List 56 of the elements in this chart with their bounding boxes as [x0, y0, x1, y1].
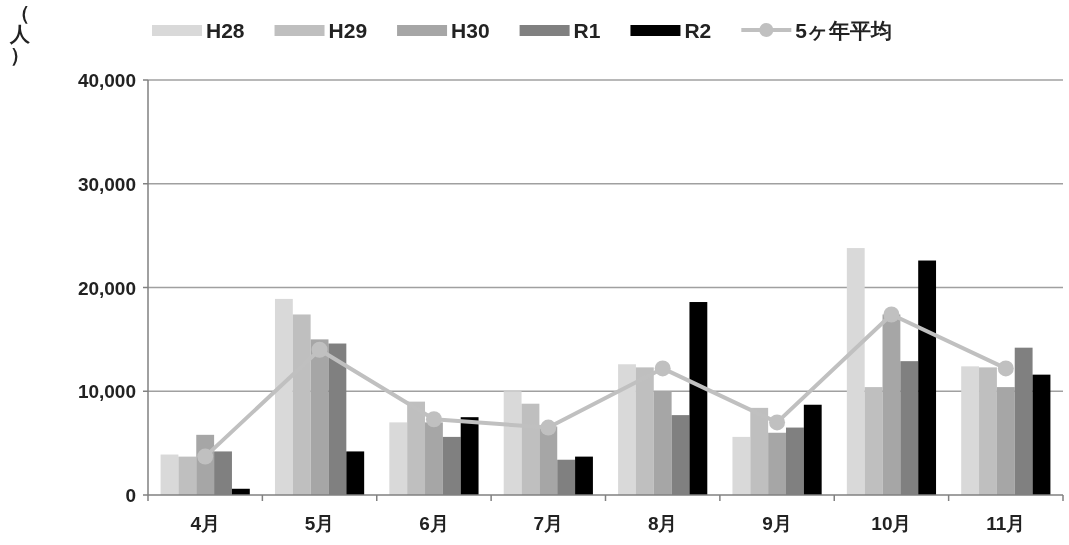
- point: [883, 306, 900, 323]
- bar: [750, 407, 769, 495]
- x-tick-label: 8月: [647, 513, 678, 534]
- x-tick-label: 10月: [871, 513, 912, 534]
- bar: [310, 339, 329, 495]
- bar: [918, 260, 937, 495]
- bar: [178, 456, 197, 495]
- bar: [274, 298, 293, 495]
- bar: [689, 302, 708, 495]
- y-tick-label: 40,000: [77, 70, 136, 91]
- y-tick-label: 0: [125, 485, 136, 506]
- legend-label: R1: [573, 19, 601, 42]
- bar: [575, 456, 593, 495]
- bar: [618, 364, 636, 495]
- bar: [407, 401, 426, 495]
- x-tick-label: 6月: [419, 513, 449, 534]
- point: [540, 419, 557, 436]
- x-tick-label: 9月: [762, 513, 792, 534]
- legend-label: 5ヶ年平均: [795, 19, 892, 42]
- bar: [425, 422, 443, 495]
- bar: [803, 404, 822, 495]
- x-tick-label: 7月: [533, 513, 564, 534]
- legend-label: H29: [328, 19, 368, 42]
- legend-label: R2: [684, 19, 712, 42]
- bar: [768, 432, 786, 495]
- legend-label: H28: [206, 19, 245, 42]
- bar: [389, 422, 408, 495]
- bar: [979, 367, 997, 495]
- y-tick-label: 20,000: [77, 277, 136, 299]
- bar: [864, 387, 883, 495]
- y-tick-label: 30,000: [77, 173, 136, 195]
- point: [311, 341, 328, 358]
- bar: [539, 426, 558, 495]
- bar: [292, 314, 311, 495]
- bar: [160, 454, 179, 495]
- legend-label: H30: [451, 19, 490, 42]
- x-tick-label: 4月: [190, 513, 220, 534]
- bar: [346, 451, 365, 495]
- bar: [996, 387, 1015, 495]
- bar: [635, 367, 654, 495]
- x-tick-label: 11月: [986, 513, 1026, 534]
- bar: [846, 248, 865, 495]
- bar: [521, 403, 540, 495]
- bar: [460, 417, 479, 495]
- bar: [961, 366, 980, 495]
- point: [425, 411, 442, 428]
- point: [654, 360, 671, 377]
- y-axis-title: （人）: [9, 2, 31, 66]
- point: [997, 360, 1014, 377]
- bar: [732, 436, 751, 495]
- bar: [1032, 374, 1051, 495]
- bar: [882, 314, 901, 495]
- y-tick-label: 10,000: [77, 381, 136, 403]
- x-tick-label: 5月: [304, 513, 335, 534]
- point: [769, 414, 786, 431]
- bar: [503, 391, 522, 495]
